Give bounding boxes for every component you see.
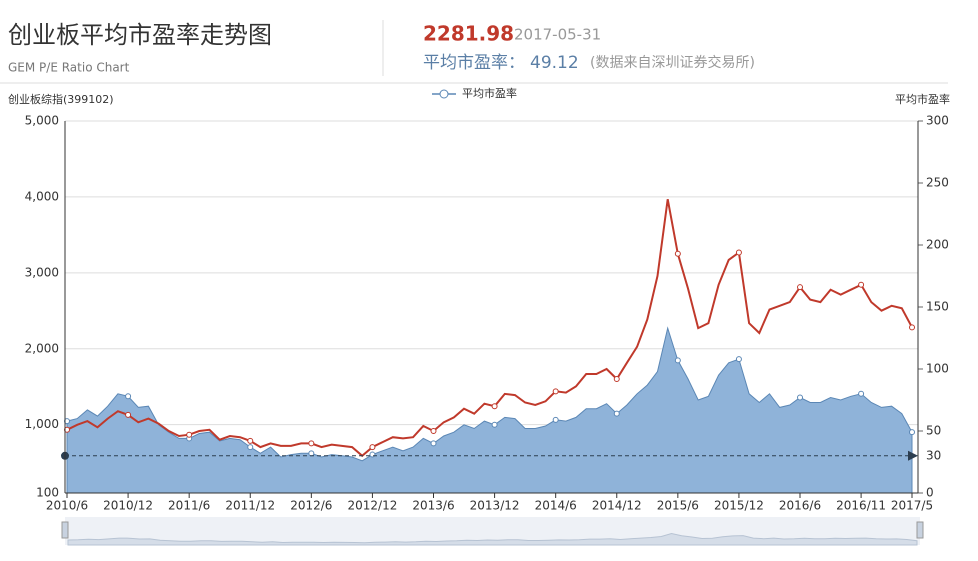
point-marker — [735, 249, 742, 256]
point-marker — [552, 416, 559, 423]
y-tick-label: 4,000 — [25, 189, 59, 203]
point-marker — [613, 410, 620, 417]
point-marker — [369, 444, 376, 451]
y2-axis-title: 平均市盈率 — [895, 92, 950, 106]
x-tick-label: 2015/6 — [657, 499, 699, 513]
y-tick-label: 1,000 — [25, 417, 59, 431]
navigator-area — [67, 532, 918, 546]
legend-label: 平均市盈率 — [462, 86, 517, 100]
y2-tick-label: 100 — [926, 362, 949, 376]
x-tick-label: 2016/6 — [779, 499, 821, 513]
legend-symbol — [439, 89, 449, 99]
x-tick-label: 2016/11 — [836, 499, 886, 513]
navigator-handle[interactable] — [61, 521, 69, 539]
x-tick-label: 2013/12 — [470, 499, 520, 513]
x-tick-label: 2013/6 — [412, 499, 454, 513]
point-marker — [125, 411, 132, 418]
point-marker — [186, 431, 193, 438]
x-tick-label: 2012/6 — [290, 499, 332, 513]
pe-value: 49.12 — [530, 53, 579, 73]
navigator-handle[interactable] — [916, 521, 924, 539]
point-marker — [369, 451, 376, 458]
x-tick-label: 2015/12 — [714, 499, 764, 513]
reference-label: 30 — [926, 448, 941, 462]
point-marker — [430, 440, 437, 447]
subtitle: GEM P/E Ratio Chart — [8, 61, 130, 75]
point-marker — [909, 429, 915, 436]
y-tick-label: 3,000 — [25, 265, 59, 279]
point-marker — [909, 324, 915, 331]
point-marker — [491, 403, 498, 410]
x-tick-label: 2014/6 — [535, 499, 577, 513]
point-marker — [674, 250, 681, 257]
y-tick-label: 100 — [36, 486, 59, 500]
point-marker — [858, 281, 865, 288]
y-axis-title: 创业板综指(399102) — [8, 92, 114, 106]
x-tick-label: 2010/6 — [46, 499, 88, 513]
line — [66, 199, 913, 458]
x-tick-label: 2010/12 — [103, 499, 153, 513]
point-marker — [674, 357, 681, 364]
point-marker — [308, 440, 315, 447]
point-marker — [613, 375, 620, 382]
source: (数据来自深圳证券交易所) — [590, 54, 755, 71]
title: 创业板平均市盈率走势图 — [8, 21, 272, 49]
point-marker — [308, 450, 315, 457]
reference-arrow — [908, 450, 918, 461]
area — [66, 326, 913, 494]
point-marker — [247, 444, 254, 451]
date: 2017-05-31 — [514, 26, 601, 44]
point-marker — [797, 394, 804, 401]
point-marker — [125, 393, 132, 400]
x-tick-label: 2011/6 — [168, 499, 210, 513]
point-marker — [491, 421, 498, 428]
x-tick-label: 2012/12 — [347, 499, 397, 513]
y-tick-label: 5,000 — [25, 114, 59, 128]
pe-label: 平均市盈率： — [423, 53, 525, 73]
y2-tick-label: 300 — [926, 114, 949, 128]
y2-tick-label: 50 — [926, 424, 941, 438]
point-marker — [858, 390, 865, 397]
point-marker — [797, 284, 804, 291]
y-tick-label: 2,000 — [25, 341, 59, 355]
y2-tick-label: 150 — [926, 300, 949, 314]
x-tick-label: 2011/12 — [225, 499, 275, 513]
point-marker — [552, 388, 559, 395]
x-tick-label: 2017/5 — [891, 499, 933, 513]
x-tick-label: 2014/12 — [592, 499, 642, 513]
point-marker — [247, 437, 254, 444]
y2-tick-label: 0 — [926, 486, 934, 500]
point-marker — [430, 427, 437, 434]
point-marker — [735, 356, 742, 363]
y2-tick-label: 250 — [926, 176, 949, 190]
index-value: 2281.98 — [423, 22, 514, 46]
y2-tick-label: 200 — [926, 238, 949, 252]
